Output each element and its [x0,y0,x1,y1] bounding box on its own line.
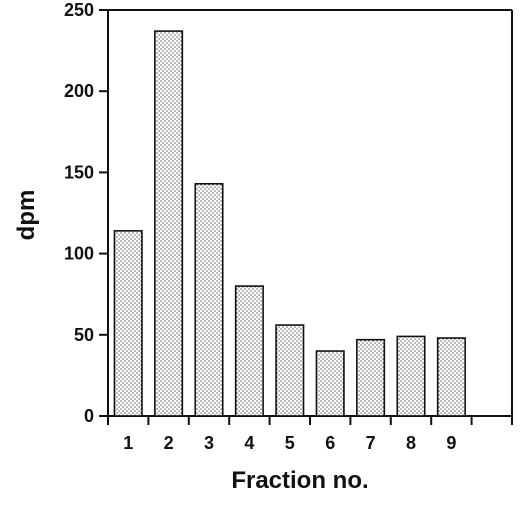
y-tick-label: 100 [64,244,94,264]
bar-fraction-6 [315,350,345,417]
y-tick-label: 200 [64,81,94,101]
bar-fraction-5 [275,324,305,417]
y-tick-label: 50 [74,325,94,345]
x-tick-label: 5 [285,433,295,453]
bar-fraction-9 [436,337,466,417]
x-tick-label: 7 [366,433,376,453]
bar-fraction-1 [113,230,143,417]
x-tick-label: 1 [123,433,133,453]
x-tick-label: 6 [325,433,335,453]
x-axis-ticks: 1 2 3 4 5 6 7 8 9 [107,416,513,453]
x-axis-title: Fraction no. [231,467,368,494]
bar-fraction-2 [154,30,184,417]
x-tick-label: 3 [204,433,214,453]
bars-group [113,30,466,417]
x-tick-label: 4 [244,433,254,453]
bar-fraction-3 [194,182,224,417]
y-axis-title: dpm [13,190,40,241]
y-tick-label: 250 [64,0,94,20]
x-tick-label: 9 [446,433,456,453]
y-tick-label: 0 [84,406,94,426]
x-tick-label: 8 [406,433,416,453]
y-axis-ticks: 0 50 100 150 200 250 [64,0,108,426]
y-tick-label: 150 [64,162,94,182]
bar-fraction-4 [234,285,264,417]
bar-fraction-8 [396,335,426,417]
x-tick-label: 2 [164,433,174,453]
bar-fraction-7 [356,338,386,417]
